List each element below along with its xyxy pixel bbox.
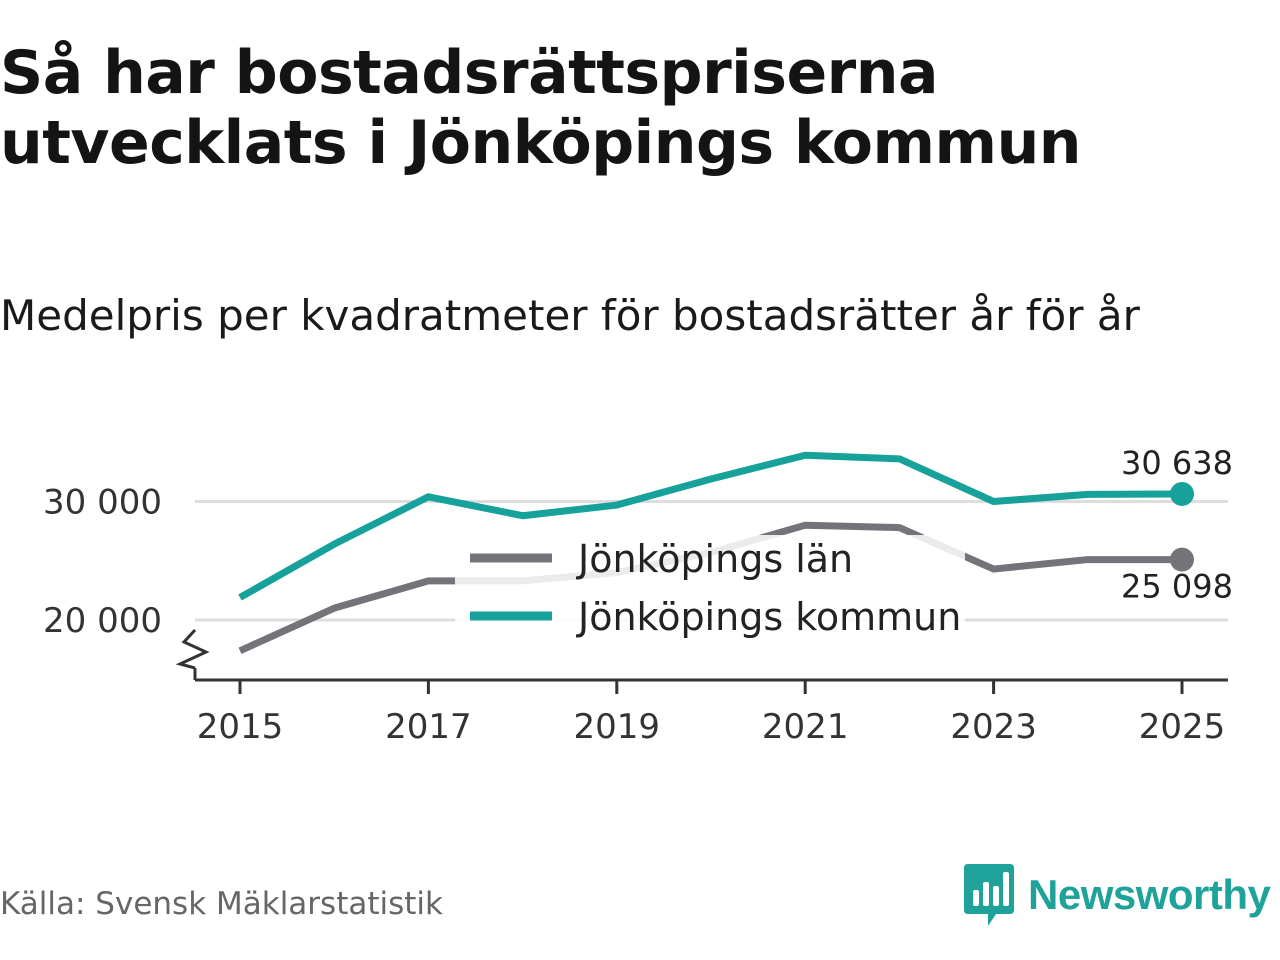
x-tick-label: 2025 — [1139, 707, 1226, 747]
source-note: Källa: Svensk Mäklarstatistik — [0, 886, 443, 922]
x-tick-label: 2019 — [574, 707, 661, 747]
end-label-lan: 25 098 — [1121, 568, 1233, 606]
legend-label-1: Jönköpings kommun — [576, 595, 961, 639]
legend: Jönköpings län Jönköpings kommun — [455, 535, 965, 647]
brand-logo: Newsworthy — [962, 862, 1271, 928]
y-tick-label: 30 000 — [43, 483, 162, 523]
x-tick-label: 2017 — [385, 707, 472, 747]
series-end-point-0 — [1170, 547, 1194, 572]
x-tick-label: 2023 — [950, 707, 1037, 747]
axis-layer: 20 000 30 000 2015 2017 2019 2021 2023 2025 — [43, 483, 1228, 747]
x-tick-label: 2021 — [762, 707, 849, 747]
y-tick-label: 20 000 — [43, 601, 162, 641]
bar-chart-speech-bubble-icon — [964, 864, 1014, 926]
chart-title: Så har bostadsrättspriserna utvecklats i… — [0, 38, 1082, 178]
legend-label-0: Jönköpings län — [576, 537, 853, 581]
y-axis-break-icon — [175, 628, 210, 670]
series-line-1 — [238, 451, 1183, 601]
x-tick-label: 2015 — [197, 707, 284, 747]
chart-subtitle: Medelpris per kvadratmeter för bostadsrä… — [0, 291, 1140, 340]
brand-name: Newsworthy — [1028, 871, 1271, 918]
end-label-kommun: 30 638 — [1121, 444, 1233, 482]
series-end-point-1 — [1170, 481, 1194, 506]
label-layer: 30 638 25 098 — [1121, 444, 1233, 606]
